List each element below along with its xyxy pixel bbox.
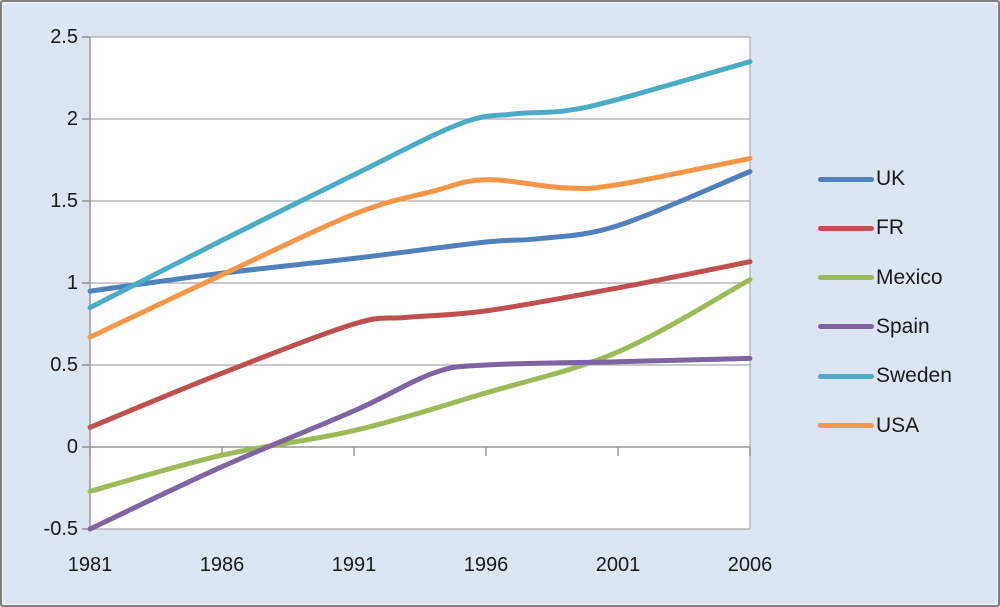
legend-label: UK	[876, 167, 906, 190]
legend-line-swatch	[818, 275, 874, 281]
legend-item-spain: Spain	[818, 312, 930, 342]
y-tick-label: 0.5	[50, 354, 78, 376]
series-line-usa	[87, 155, 753, 340]
x-tick-label: 2001	[595, 554, 641, 576]
legend-item-mexico: Mexico	[818, 263, 943, 293]
series-line-spain	[87, 355, 753, 532]
series-line-fr	[87, 259, 753, 430]
y-tick-label: -0.5	[43, 518, 78, 540]
x-tick-label: 1996	[463, 554, 509, 576]
x-tick-label: 1986	[199, 554, 245, 576]
legend-item-sweden: Sweden	[818, 361, 952, 391]
legend-label: Sweden	[876, 364, 952, 388]
y-tick-label: 1	[66, 272, 78, 294]
legend-item-fr: FR	[818, 213, 904, 243]
legend-label: USA	[876, 413, 920, 437]
legend-item-usa: USA	[818, 411, 919, 441]
legend-line-swatch	[818, 373, 874, 379]
series-line-sweden	[87, 59, 753, 311]
legend-line-swatch	[818, 423, 874, 428]
legend-line-swatch	[818, 176, 874, 182]
legend-label: Mexico	[876, 265, 943, 289]
legend-item-uk: UK	[818, 164, 905, 194]
series-line-mexico	[87, 277, 753, 494]
y-tick-label: 1.5	[50, 190, 78, 212]
y-tick-label: 2	[66, 108, 78, 130]
legend-line-swatch	[818, 324, 874, 330]
legend-line-swatch	[818, 225, 874, 231]
x-tick-label: 1991	[331, 554, 377, 576]
legend-label: FR	[876, 216, 904, 240]
x-tick-label: 1981	[67, 554, 113, 576]
x-tick-label: 2006	[727, 554, 773, 576]
y-tick-label: 2.5	[50, 26, 78, 48]
y-tick-label: 0	[66, 436, 78, 458]
legend-label: Spain	[876, 314, 930, 338]
